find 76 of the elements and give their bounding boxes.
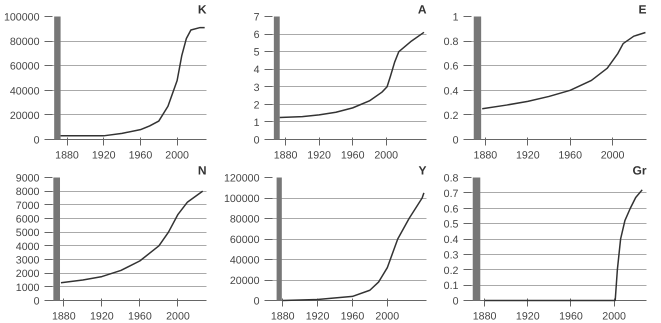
x-tick-label: 1920	[516, 310, 540, 322]
y-tick-label: 20000	[10, 110, 40, 122]
x-tick-label: 1880	[474, 150, 498, 162]
x-tick-label: 1920	[516, 150, 540, 162]
chart-title: Y	[418, 164, 427, 178]
x-tick-label: 1920	[92, 150, 116, 162]
y-tick-label: 0.6	[444, 203, 459, 216]
y-tick-label: 2	[254, 99, 260, 112]
y-tick-label: 0.8	[444, 36, 459, 48]
y-tick-label: 60000	[230, 234, 260, 246]
x-tick-label: 2000	[600, 150, 625, 162]
y-tick-label: 6	[254, 29, 260, 42]
chart-title: Gr	[632, 164, 647, 178]
x-tick-label: 2000	[602, 310, 626, 322]
y-tick-label: 0.6	[444, 60, 459, 73]
x-tick-label: 1880	[52, 310, 76, 322]
chart-title: A	[418, 2, 427, 16]
y-tick-label: 100000	[4, 12, 40, 24]
x-tick-label: 2000	[166, 310, 190, 322]
y-tick-label: 0.7	[444, 188, 459, 200]
y-tick-label: 0	[34, 296, 40, 308]
x-tick-label: 1960	[340, 310, 364, 322]
x-tick-label: 1920	[307, 150, 332, 162]
y-tick-label: 0	[254, 134, 260, 146]
x-tick-label: 1880	[472, 310, 497, 322]
y-tick-label: 0.2	[444, 264, 459, 277]
y-tick-label: 0	[452, 296, 459, 308]
x-tick-label: 2000	[374, 150, 398, 162]
y-tick-label: 5000	[16, 227, 40, 240]
y-tick-label: 0	[254, 296, 260, 308]
y-tick-label: 0.1	[444, 280, 459, 292]
y-tick-label: 100000	[224, 193, 260, 205]
y-tick-label: 8000	[16, 186, 40, 198]
y-tick-label: 5	[254, 46, 260, 59]
x-tick-label: 1960	[558, 150, 582, 162]
y-tick-label: 60000	[10, 60, 40, 73]
y-tick-label: 0	[452, 134, 459, 146]
x-tick-label: 1960	[128, 310, 152, 322]
y-tick-label: 40000	[10, 85, 40, 98]
x-tick-label: 2000	[165, 150, 190, 162]
y-tick-label: 1000	[16, 282, 40, 294]
y-tick-label: 0	[34, 134, 40, 146]
y-tick-label: 3000	[16, 254, 40, 266]
x-tick-label: 1920	[306, 310, 330, 322]
x-tick-label: 1960	[128, 150, 152, 162]
chart-title: K	[198, 2, 207, 16]
y-tick-label: 80000	[10, 36, 40, 48]
y-tick-label: 1	[452, 12, 459, 24]
y-tick-label: 7000	[16, 200, 40, 212]
y-tick-label: 3	[254, 82, 260, 94]
chart-title: N	[198, 164, 207, 178]
x-tick-label: 1880	[55, 150, 79, 162]
y-tick-label: 2000	[16, 268, 40, 280]
x-tick-label: 1880	[274, 150, 298, 162]
y-tick-label: 0.3	[444, 249, 459, 262]
x-tick-label: 1920	[90, 310, 114, 322]
y-tick-label: 0.5	[444, 218, 459, 231]
chart-title: E	[638, 2, 647, 16]
y-tick-label: 40000	[230, 254, 260, 266]
x-tick-label: 1880	[270, 310, 295, 322]
y-tick-label: 0.4	[444, 234, 459, 246]
y-tick-label: 1	[254, 116, 260, 129]
y-tick-label: 20000	[230, 275, 260, 287]
x-tick-label: 1960	[559, 310, 583, 322]
y-tick-label: 4	[254, 64, 260, 76]
x-tick-label: 1960	[340, 150, 365, 162]
y-tick-label: 0.2	[444, 110, 459, 122]
y-tick-label: 80000	[230, 214, 260, 226]
y-tick-label: 7	[254, 12, 260, 24]
y-tick-label: 0.4	[444, 85, 459, 98]
x-tick-label: 2000	[375, 310, 400, 322]
y-tick-label: 120000	[224, 172, 260, 184]
y-tick-label: 6000	[16, 214, 40, 226]
y-tick-label: 9000	[16, 172, 40, 184]
y-tick-label: 4000	[16, 240, 40, 253]
y-tick-label: 0.8	[444, 172, 459, 184]
